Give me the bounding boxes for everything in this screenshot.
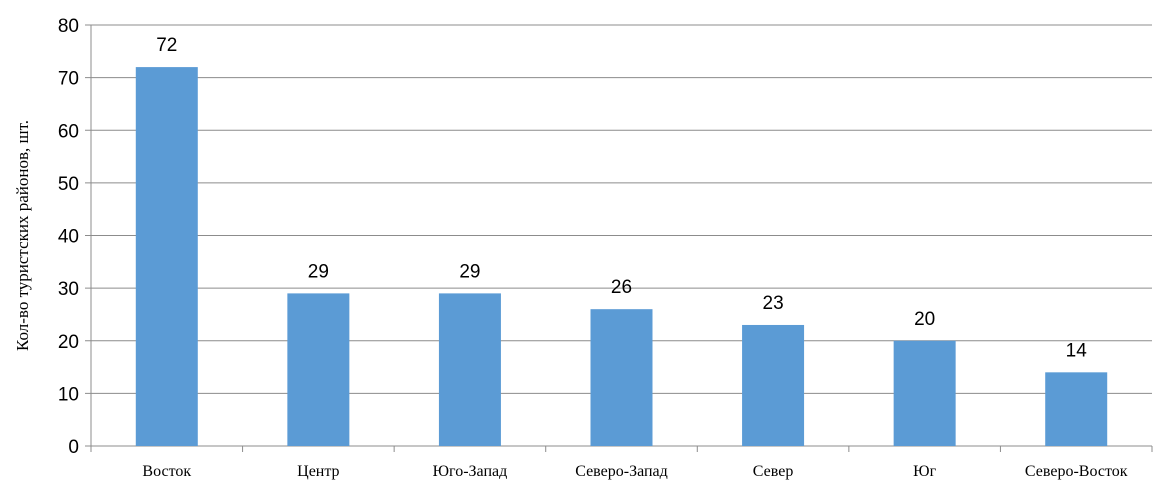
- bars: [135, 67, 1108, 446]
- bar: [893, 340, 956, 446]
- y-tick-label: 10: [58, 384, 79, 405]
- bar: [135, 67, 198, 446]
- data-label: 26: [611, 277, 632, 298]
- data-label: 23: [763, 293, 784, 314]
- x-tick-label: Центр: [297, 463, 339, 480]
- gridlines: [90, 24, 1152, 447]
- x-tick-label: Северо-Запад: [575, 463, 668, 480]
- y-tick-label: 0: [68, 437, 79, 458]
- x-axis-ticks: Восток Центр Юго-Запад Северо-Запад Север Юг С…: [90, 446, 1153, 480]
- y-tick-label: 70: [58, 69, 79, 90]
- x-tick-label: Север: [753, 463, 794, 480]
- y-axis-ticks: 0 10 20 30 40 50 60 70 80: [58, 16, 91, 458]
- x-tick-label: Восток: [142, 463, 191, 480]
- bar: [590, 309, 653, 446]
- y-tick-label: 60: [58, 121, 79, 142]
- y-tick-label: 20: [58, 332, 79, 353]
- y-tick-label: 80: [58, 16, 79, 37]
- data-label: 72: [156, 35, 177, 56]
- data-label: 14: [1066, 340, 1088, 361]
- y-tick-label: 50: [58, 174, 79, 195]
- bar: [438, 293, 501, 446]
- y-tick-label: 30: [58, 279, 79, 300]
- x-tick-label: Юг: [913, 463, 936, 480]
- x-tick-label: Юго-Запад: [433, 463, 508, 480]
- data-label: 20: [914, 309, 935, 330]
- x-tick-label: Северо-Восток: [1025, 463, 1128, 480]
- bar: [287, 293, 350, 446]
- data-label: 29: [308, 261, 329, 282]
- bar: [1045, 372, 1108, 446]
- y-axis-label: Кол-во туристских районов, шт.: [13, 120, 32, 351]
- data-labels: 72 29 29 26 23 20 14: [156, 35, 1087, 361]
- data-label: 29: [459, 261, 480, 282]
- bar: [742, 324, 805, 446]
- y-tick-label: 40: [58, 227, 79, 248]
